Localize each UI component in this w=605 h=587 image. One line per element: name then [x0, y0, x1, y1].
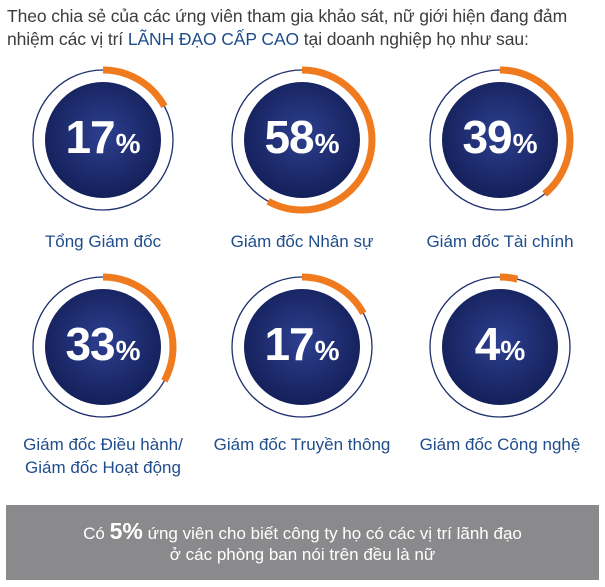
gauge-percent-sign: %: [500, 335, 526, 366]
gauge-item: 39% Giám đốc Tài chính: [400, 0, 600, 500]
banner-line-1: Có 5% ứng viên cho biết công ty họ có cá…: [6, 519, 599, 546]
gauge-svg: [426, 66, 574, 214]
gauge-percent: 33%: [28, 317, 178, 371]
gauge-value-arc: [426, 66, 574, 214]
gauge-svg: [29, 273, 177, 421]
gauge-svg: [228, 273, 376, 421]
gauge-value-arc: [29, 273, 177, 421]
gauge-ring: 33%: [28, 272, 178, 422]
gauge-percent: 17%: [28, 110, 178, 164]
gauge-label: Giám đốc Truyền thông: [213, 435, 391, 454]
banner-suffix: ứng viên cho biết công ty họ có các vị t…: [142, 524, 522, 543]
intro-text: Theo chia sẻ của các ứng viên tham gia k…: [7, 5, 601, 51]
summary-banner: Có 5% ứng viên cho biết công ty họ có cá…: [6, 505, 599, 580]
banner-value: 5%: [109, 518, 143, 544]
gauge-label: Giám đốc Điều hành/Giám đốc Hoạt động: [23, 435, 183, 477]
gauge-label: Tổng Giám đốc: [44, 232, 162, 251]
gauge-value-arc: [228, 66, 376, 214]
gauge-percent-sign: %: [115, 128, 141, 159]
gauge-disc: [244, 82, 360, 198]
gauge-svg: [228, 66, 376, 214]
gauge-percent-value: 39: [462, 111, 512, 163]
gauge-percent-value: 17: [65, 111, 115, 163]
gauge-value-arc: [228, 273, 376, 421]
gauge-percent-value: 17: [264, 318, 314, 370]
gauge-svg: [426, 273, 574, 421]
gauge-grid: 17% Tổng Giám đốc 58% Giám đốc Nhân sự 39% Gi…: [3, 0, 600, 500]
gauge-percent-value: 58: [264, 111, 314, 163]
gauge-percent: 4%: [425, 317, 575, 371]
gauge-percent: 39%: [425, 110, 575, 164]
gauge-percent: 17%: [227, 317, 377, 371]
gauge-disc: [442, 289, 558, 405]
banner-prefix: Có: [83, 524, 110, 543]
gauge-label: Giám đốc Công nghệ: [419, 435, 581, 454]
gauge-ring: 58%: [227, 65, 377, 215]
gauge-svg: [29, 66, 177, 214]
gauge-item: 33% Giám đốc Điều hành/Giám đốc Hoạt động: [3, 0, 203, 500]
gauge-disc: [45, 289, 161, 405]
gauge-label: Giám đốc Tài chính: [426, 232, 574, 251]
gauge-item: 17% Tổng Giám đốc: [3, 0, 203, 500]
gauge-percent-sign: %: [115, 335, 141, 366]
gauge-percent-sign: %: [314, 128, 340, 159]
gauge-label: Giám đốc Nhân sự: [230, 232, 374, 251]
gauge-item: 17% Giám đốc Truyền thông: [202, 0, 402, 500]
gauge-disc: [244, 289, 360, 405]
gauge-percent-sign: %: [314, 335, 340, 366]
intro-after: tại doanh nghiệp họ như sau:: [299, 29, 529, 49]
gauge-percent-value: 4: [474, 318, 501, 370]
gauge-disc: [45, 82, 161, 198]
gauge-value-arc: [426, 273, 574, 421]
gauge-ring: 17%: [227, 272, 377, 422]
gauge-ring: 17%: [28, 65, 178, 215]
intro-highlight: LÃNH ĐẠO CẤP CAO: [127, 29, 300, 49]
gauge-ring: 39%: [425, 65, 575, 215]
gauge-percent: 58%: [227, 110, 377, 164]
gauge-item: 58% Giám đốc Nhân sự: [202, 0, 402, 500]
gauge-value-arc: [29, 66, 177, 214]
gauge-item: 4% Giám đốc Công nghệ: [400, 0, 600, 500]
banner-line-2: ở các phòng ban nói trên đều là nữ: [169, 545, 436, 564]
gauge-percent-sign: %: [512, 128, 538, 159]
gauge-disc: [442, 82, 558, 198]
intro-before: Theo chia sẻ của các ứng viên tham gia k…: [7, 6, 568, 49]
gauge-percent-value: 33: [65, 318, 115, 370]
gauge-ring: 4%: [425, 272, 575, 422]
